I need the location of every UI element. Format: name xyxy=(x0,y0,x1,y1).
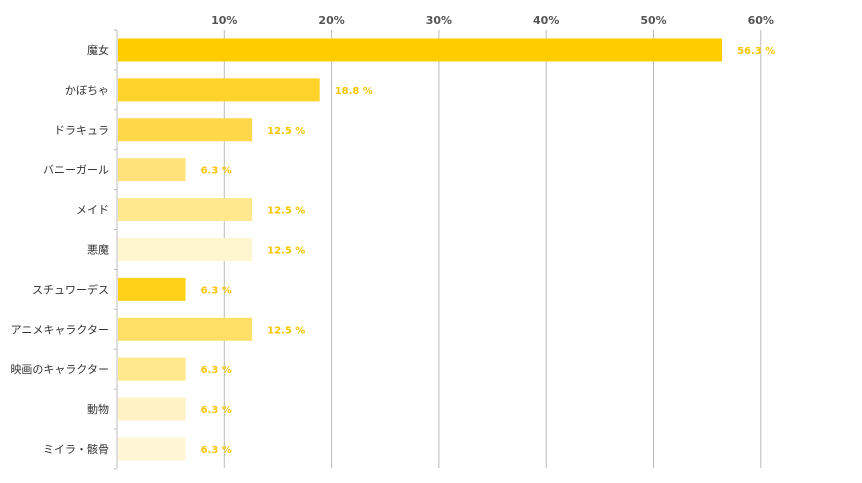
bar xyxy=(118,38,723,62)
category-label: ミイラ・骸骨 xyxy=(43,443,109,456)
category-label: アニメキャラクター xyxy=(11,323,109,336)
value-label: 12.5 % xyxy=(267,206,305,217)
category-label: メイド xyxy=(76,204,109,217)
x-tick-label: 50% xyxy=(640,14,666,27)
category-label: かぼちゃ xyxy=(65,84,109,97)
value-label: 6.3 % xyxy=(201,166,232,177)
bar xyxy=(118,277,186,301)
bar xyxy=(118,317,253,341)
bar xyxy=(118,437,186,461)
bar xyxy=(118,158,186,182)
x-tick-label: 10% xyxy=(211,14,237,27)
bar xyxy=(118,357,186,381)
value-label: 6.3 % xyxy=(201,405,232,416)
bar xyxy=(118,397,186,421)
value-label: 12.5 % xyxy=(267,325,305,336)
category-label: スチュワーデス xyxy=(32,282,109,296)
category-label: 魔女 xyxy=(87,43,109,57)
x-tick-label: 40% xyxy=(533,14,559,27)
value-label: 12.5 % xyxy=(267,245,305,256)
gridlines xyxy=(223,30,762,468)
category-label: 映画のキャラクター xyxy=(10,363,109,376)
labels: 10% 20% 30% 40% 50% 60% 魔女 56.3 % かぼちゃ 18.8 % ドラキュ… xyxy=(10,14,775,456)
value-label: 6.3 % xyxy=(201,365,232,376)
x-tick-label: 30% xyxy=(426,14,452,27)
axes xyxy=(114,29,118,470)
value-label: 18.8 % xyxy=(335,86,373,97)
category-label: バニーガール xyxy=(43,164,109,177)
category-label: 悪魔 xyxy=(87,242,109,256)
value-label: 6.3 % xyxy=(201,285,232,296)
value-label: 6.3 % xyxy=(201,445,232,456)
category-label: 動物 xyxy=(87,402,109,416)
x-tick-label: 60% xyxy=(748,14,774,27)
bar xyxy=(118,118,253,142)
bar xyxy=(118,78,320,102)
category-label: ドラキュラ xyxy=(54,124,109,137)
bar xyxy=(118,237,253,261)
value-label: 12.5 % xyxy=(267,126,305,137)
bars xyxy=(118,38,723,461)
bar xyxy=(118,198,253,222)
value-label: 56.3 % xyxy=(737,46,775,57)
x-tick-label: 20% xyxy=(318,14,344,27)
